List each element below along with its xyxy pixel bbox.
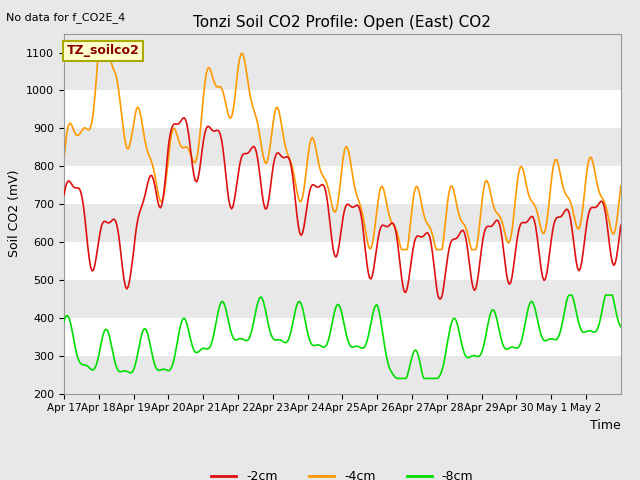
Text: TZ_soilco2: TZ_soilco2 xyxy=(67,44,140,58)
Title: Tonzi Soil CO2 Profile: Open (East) CO2: Tonzi Soil CO2 Profile: Open (East) CO2 xyxy=(193,15,492,30)
Bar xyxy=(64,242,621,280)
Text: No data for f_CO2E_4: No data for f_CO2E_4 xyxy=(6,12,125,23)
Legend: -2cm, -4cm, -8cm: -2cm, -4cm, -8cm xyxy=(206,465,479,480)
Bar xyxy=(64,280,621,318)
X-axis label: Time: Time xyxy=(590,419,621,432)
Bar xyxy=(64,318,621,356)
Y-axis label: Soil CO2 (mV): Soil CO2 (mV) xyxy=(8,170,20,257)
Bar xyxy=(64,52,621,90)
Bar xyxy=(64,90,621,128)
Bar xyxy=(64,356,621,394)
Bar xyxy=(64,204,621,242)
Bar xyxy=(64,128,621,166)
Bar xyxy=(64,166,621,204)
